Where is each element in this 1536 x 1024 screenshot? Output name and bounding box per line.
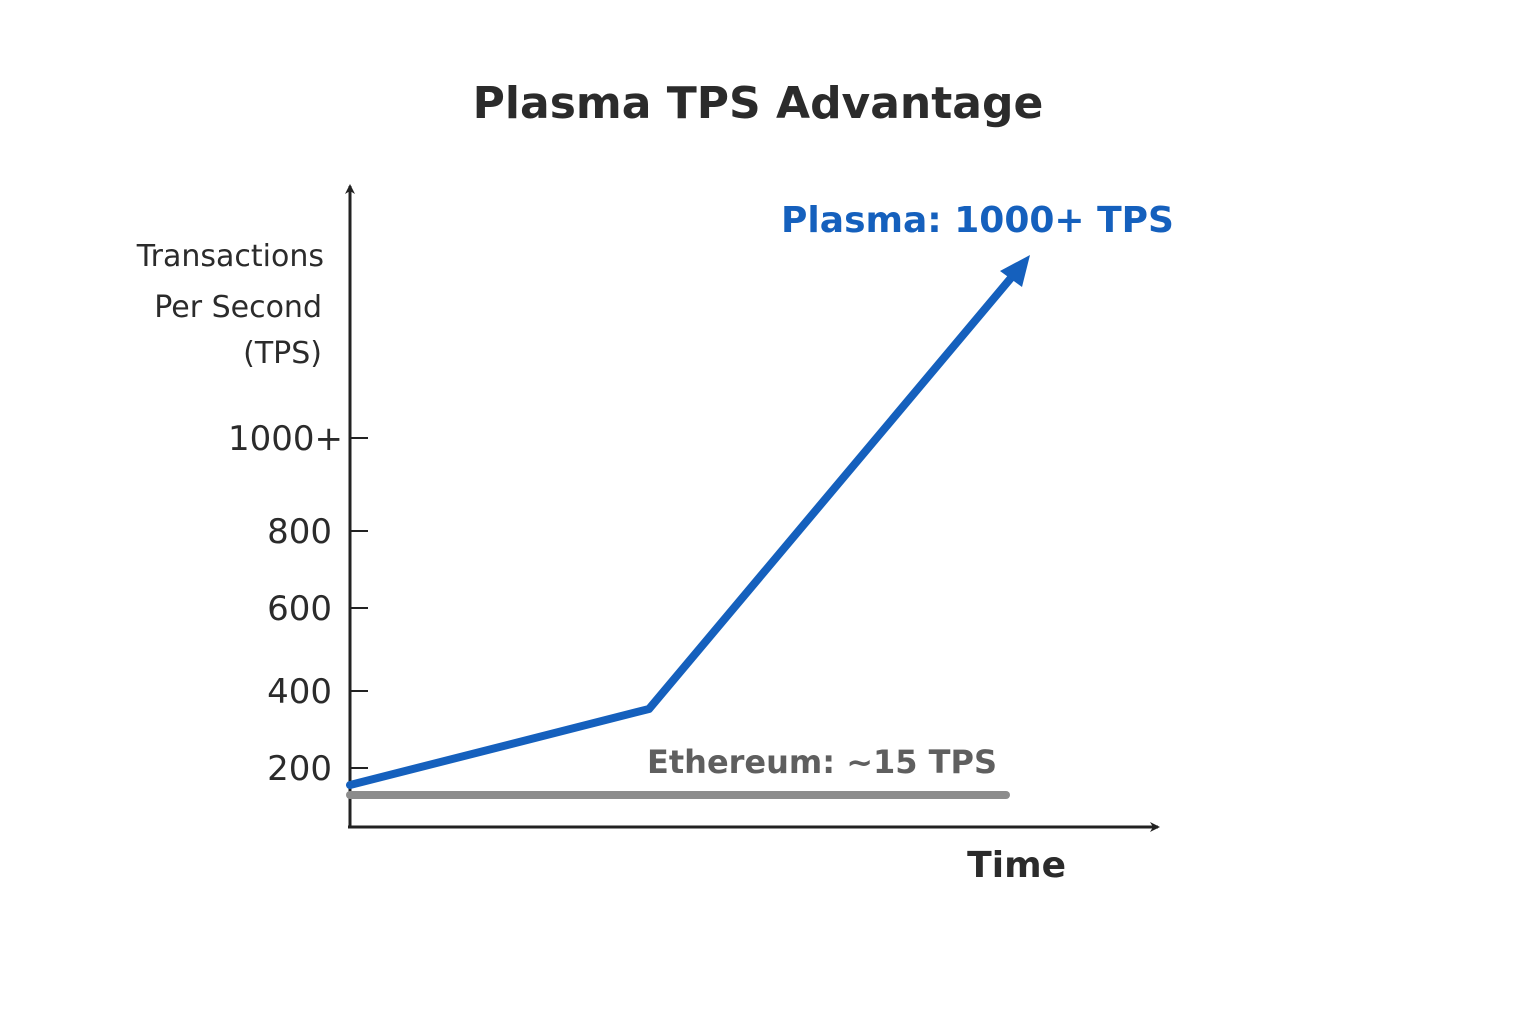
y-tick-label: 600	[267, 589, 332, 629]
y-axis-label: Transactions Per Second (TPS)	[136, 239, 324, 371]
plasma-arrowhead	[1000, 255, 1030, 287]
y-tick-label: 1000+	[228, 419, 343, 459]
y-ticks: 1000+ 800 600 400 200	[228, 419, 368, 789]
y-tick-label: 400	[267, 672, 332, 712]
ethereum-series-label: Ethereum: ~15 TPS	[647, 743, 997, 781]
plasma-series-label: Plasma: 1000+ TPS	[781, 200, 1174, 241]
series-layer	[346, 255, 1030, 799]
x-axis-label: Time	[967, 845, 1066, 886]
y-axis-label-line-2: Per Second	[154, 290, 322, 325]
chart-title: Plasma TPS Advantage	[473, 78, 1044, 129]
y-tick-label: 800	[267, 512, 332, 552]
plasma-series-line	[346, 268, 1020, 789]
y-axis-label-line-1: Transactions	[136, 239, 324, 274]
y-axis-label-line-3: (TPS)	[243, 336, 322, 371]
y-tick-label: 200	[267, 749, 332, 789]
